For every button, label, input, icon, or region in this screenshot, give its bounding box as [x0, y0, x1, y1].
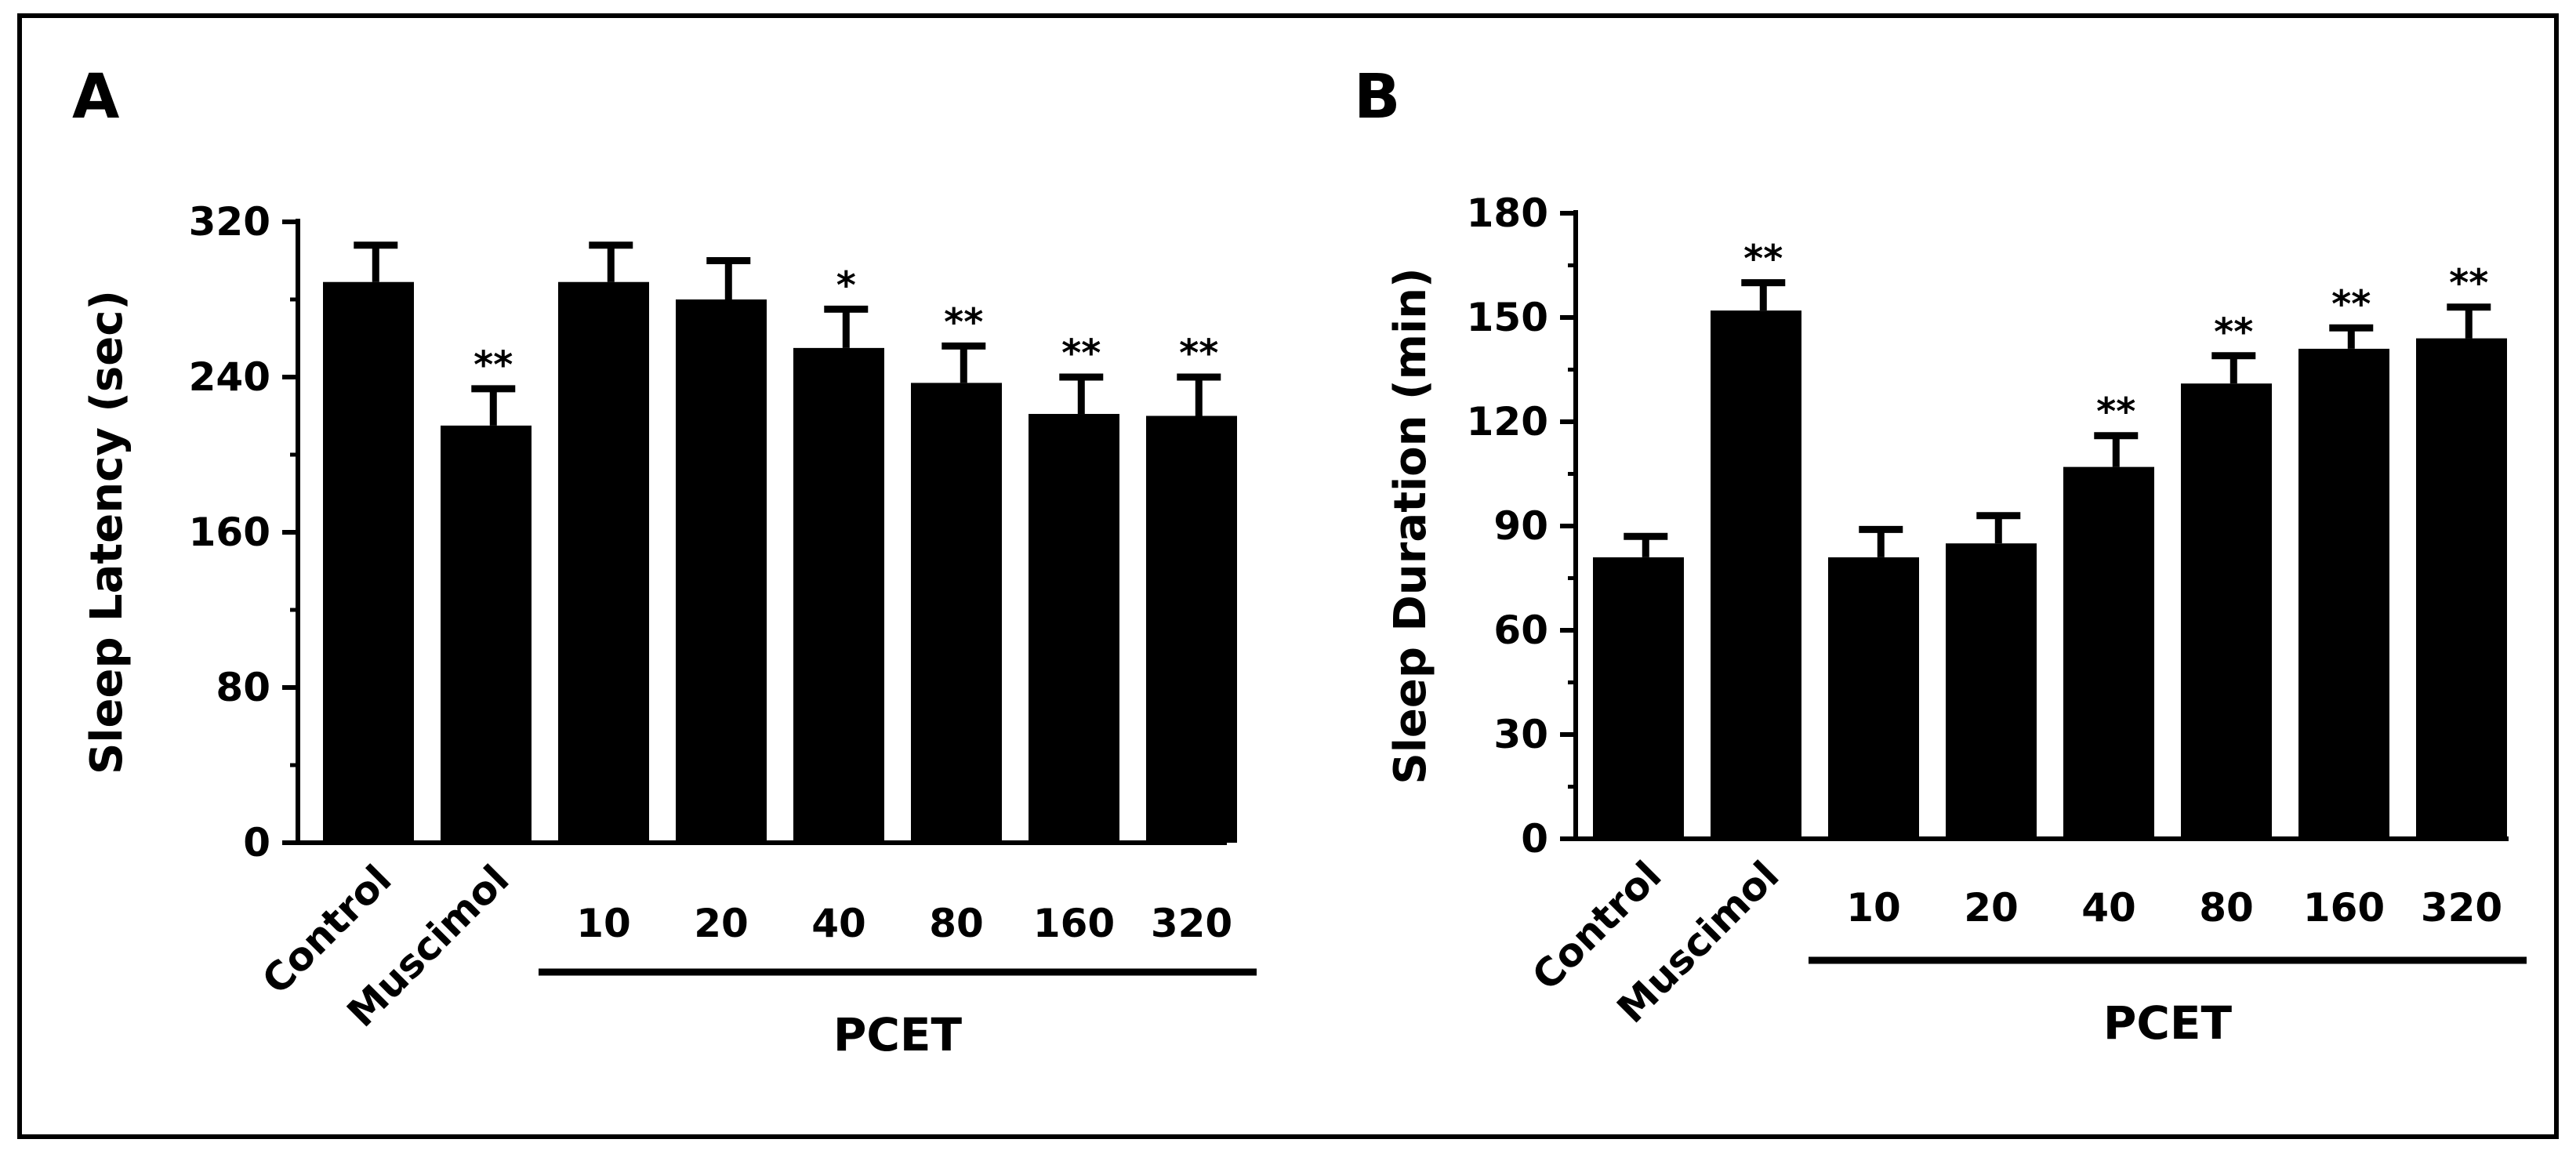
bar	[2416, 338, 2507, 840]
significance-label: **	[473, 343, 513, 387]
bar	[1711, 310, 1801, 840]
y-tick-label: 120	[1467, 399, 1548, 444]
bar	[2298, 348, 2389, 839]
bar	[2181, 383, 2272, 839]
category-label: 80	[2199, 885, 2254, 931]
y-tick-label: 150	[1467, 295, 1548, 340]
significance-label: **	[1061, 332, 1101, 376]
y-tick-label: 180	[1467, 190, 1548, 236]
category-label: 10	[1846, 885, 1901, 931]
bar	[323, 281, 414, 844]
y-tick-label: 160	[189, 510, 270, 555]
bar	[2063, 466, 2154, 839]
bar	[1146, 415, 1237, 843]
bar	[1828, 557, 1919, 839]
category-label: 10	[576, 901, 631, 946]
significance-label: **	[944, 300, 983, 344]
y-axis-title: Sleep Latency (sec)	[82, 290, 132, 775]
group-label: PCET	[2103, 996, 2233, 1050]
significance-label: *	[836, 263, 856, 307]
bar	[558, 281, 649, 844]
bar	[1029, 414, 1119, 843]
y-tick-label: 90	[1493, 503, 1548, 549]
group-label: PCET	[833, 1008, 963, 1061]
bar	[911, 383, 1002, 843]
panel-a-letter: A	[72, 62, 119, 132]
y-tick-label: 80	[216, 665, 270, 710]
y-tick-label: 320	[189, 199, 270, 245]
category-label: 40	[811, 901, 866, 946]
category-label: 160	[1033, 901, 1115, 946]
bar	[676, 299, 767, 843]
category-label: 40	[2081, 885, 2136, 931]
category-label: 20	[694, 901, 749, 946]
y-axis-title: Sleep Duration (min)	[1385, 267, 1436, 784]
bar	[1946, 543, 2037, 839]
y-tick-label: 0	[1521, 816, 1548, 862]
bar	[441, 425, 532, 843]
category-label: 80	[929, 901, 984, 946]
y-tick-label: 60	[1493, 608, 1548, 653]
panel-b-letter: B	[1354, 62, 1400, 132]
y-tick-label: 240	[189, 354, 270, 400]
significance-label: **	[1179, 332, 1218, 376]
significance-label: **	[2449, 262, 2488, 306]
significance-label: **	[1743, 238, 1783, 281]
category-label: 160	[2303, 885, 2385, 931]
y-tick-label: 0	[243, 820, 270, 865]
bar	[793, 347, 884, 843]
category-label: 320	[2421, 885, 2502, 931]
significance-label: **	[2096, 390, 2135, 434]
category-label: 320	[1151, 901, 1232, 946]
significance-label: **	[2331, 282, 2371, 326]
y-tick-label: 30	[1493, 712, 1548, 757]
significance-label: **	[2214, 310, 2253, 354]
bar	[1593, 557, 1684, 839]
category-label: 20	[1964, 885, 2019, 931]
